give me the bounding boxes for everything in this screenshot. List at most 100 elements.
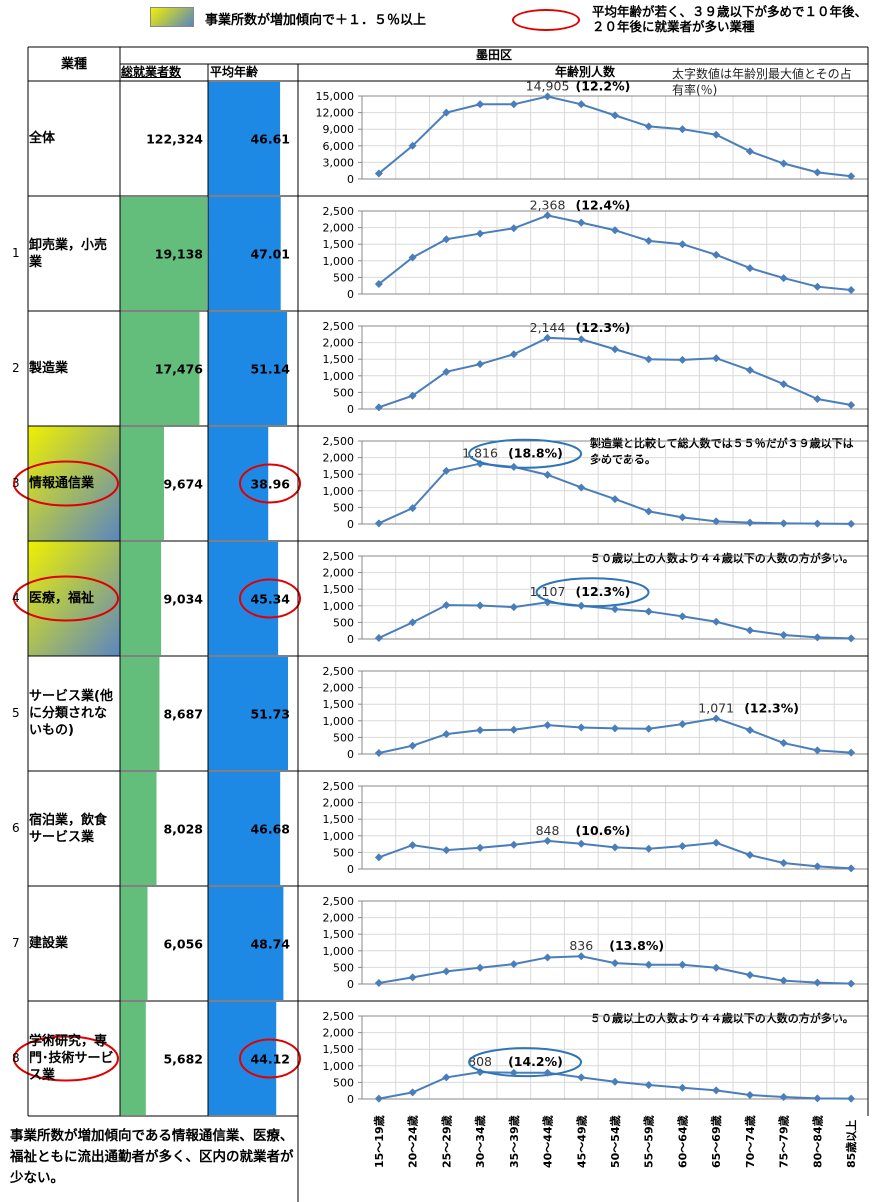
marker xyxy=(543,470,552,479)
peak-share: (14.2%) xyxy=(508,1054,563,1069)
peak-label: 808 xyxy=(468,1054,492,1069)
marker xyxy=(745,851,754,860)
marker xyxy=(678,720,687,729)
industry-name: 建設業 xyxy=(29,936,69,951)
y-tick-label: 2,000 xyxy=(323,797,355,810)
marker xyxy=(408,841,417,850)
marker xyxy=(813,1094,822,1103)
marker xyxy=(678,513,687,522)
age-value: 45.34 xyxy=(250,592,290,607)
y-tick-label: 1,000 xyxy=(323,715,355,728)
marker xyxy=(712,354,721,363)
row-number: 1 xyxy=(12,246,20,260)
marker xyxy=(813,862,822,871)
age-value: 48.74 xyxy=(250,937,290,952)
legend-ellipse xyxy=(512,9,580,31)
y-tick-label: 0 xyxy=(347,633,354,646)
marker xyxy=(847,519,856,528)
y-tick-label: 1,000 xyxy=(323,830,355,843)
marker xyxy=(611,605,619,614)
marker xyxy=(813,519,822,528)
marker xyxy=(745,264,754,273)
y-tick-label: 2,000 xyxy=(323,912,355,925)
marker xyxy=(779,519,788,528)
age-value: 46.68 xyxy=(250,822,290,837)
marker xyxy=(644,355,653,364)
y-tick-label: 6,000 xyxy=(323,140,355,153)
row-number: 8 xyxy=(12,1051,20,1065)
marker xyxy=(779,739,788,748)
series-line xyxy=(378,717,852,754)
marker xyxy=(779,159,788,168)
marker xyxy=(611,345,619,354)
y-tick-label: 0 xyxy=(347,863,354,876)
y-tick-label: 500 xyxy=(333,846,354,859)
marker xyxy=(509,224,518,233)
x-tick-label: 70～74歳 xyxy=(743,1115,757,1168)
x-tick-label: 20～24歳 xyxy=(406,1115,420,1168)
marker xyxy=(847,1094,856,1103)
y-tick-label: 1,500 xyxy=(323,928,355,941)
y-tick-label: 500 xyxy=(333,271,354,284)
peak-highlight xyxy=(468,1047,583,1078)
x-tick-label: 55～59歳 xyxy=(642,1115,656,1168)
y-tick-label: 9,000 xyxy=(323,123,355,136)
marker xyxy=(374,280,383,289)
y-tick-label: 500 xyxy=(333,501,354,514)
peak-label: 2,368 xyxy=(530,197,566,212)
header-industry: 業種 xyxy=(60,56,87,72)
marker xyxy=(509,462,518,471)
marker xyxy=(577,952,586,961)
marker xyxy=(408,1088,417,1097)
marker xyxy=(611,111,619,120)
age-value: 51.73 xyxy=(250,707,290,722)
y-tick-label: 2,500 xyxy=(323,435,355,448)
y-tick-label: 1,000 xyxy=(323,600,355,613)
marker xyxy=(847,286,856,295)
age-value: 51.14 xyxy=(250,362,290,377)
marker xyxy=(712,517,721,526)
x-tick-label: 75～79歳 xyxy=(777,1115,791,1168)
marker xyxy=(847,748,856,757)
marker xyxy=(374,853,383,862)
y-tick-label: 3,000 xyxy=(323,156,355,169)
marker xyxy=(813,978,822,987)
marker xyxy=(678,842,687,851)
y-tick-label: 1,000 xyxy=(323,255,355,268)
age-bar xyxy=(208,197,281,310)
marker xyxy=(442,1073,451,1082)
age-bar xyxy=(208,427,269,540)
industry-name: 全体 xyxy=(29,131,56,146)
peak-share: (12.3%) xyxy=(576,584,631,599)
workers-value: 8,687 xyxy=(163,707,203,722)
workers-value: 19,138 xyxy=(155,247,203,262)
y-tick-label: 15,000 xyxy=(316,90,355,103)
marker xyxy=(745,147,754,156)
industry-name: 製造業 xyxy=(29,361,69,376)
marker xyxy=(476,229,485,238)
marker xyxy=(442,235,451,244)
marker xyxy=(678,1083,687,1092)
plot-border xyxy=(361,440,869,525)
marker xyxy=(745,518,754,527)
series-line xyxy=(378,95,852,178)
workers-value: 9,674 xyxy=(163,477,203,492)
marker xyxy=(678,355,687,364)
y-tick-label: 0 xyxy=(347,978,354,991)
header-note: 太字数値は年齢別最大値とその占有率(％) xyxy=(672,67,852,97)
name-highlight xyxy=(13,1035,119,1082)
marker xyxy=(779,859,788,868)
marker xyxy=(509,725,518,734)
marker xyxy=(577,100,586,109)
marker xyxy=(408,618,417,627)
y-tick-label: 2,500 xyxy=(323,205,355,218)
marker xyxy=(374,979,383,988)
age-value: 38.96 xyxy=(250,477,290,492)
y-tick-label: 2,500 xyxy=(323,550,355,563)
peak-share: (12.3%) xyxy=(576,320,631,335)
marker xyxy=(476,843,485,852)
peak-label: 1,107 xyxy=(530,584,566,599)
header-workers: 総就業者数 xyxy=(121,65,182,79)
